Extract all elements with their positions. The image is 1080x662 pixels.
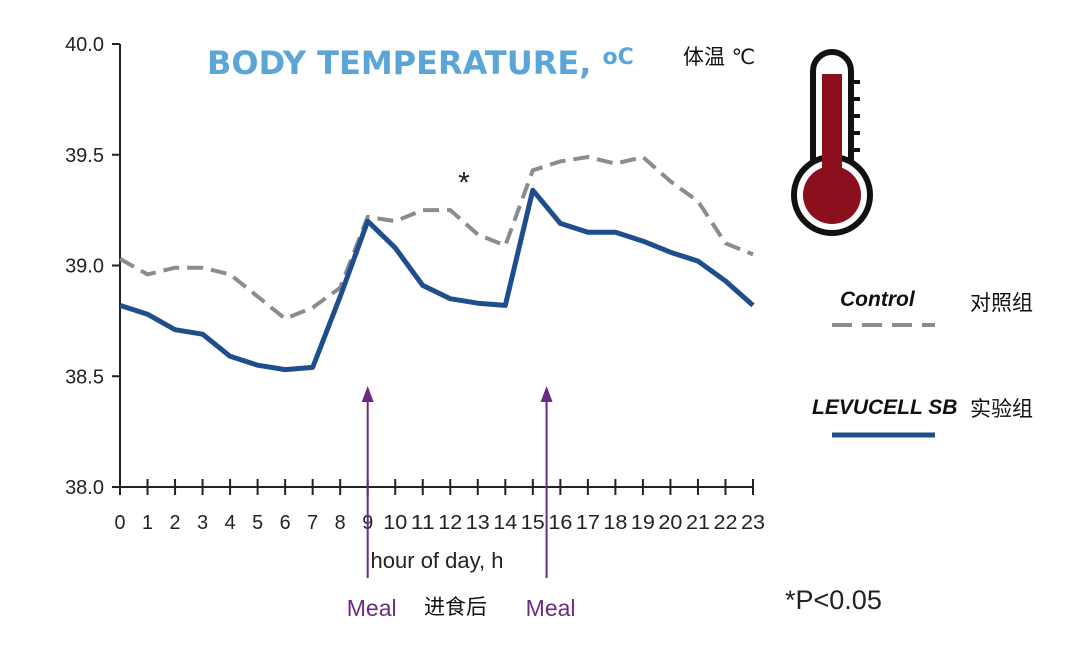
series-line-levucell xyxy=(119,187,755,373)
legend-label-control-cn: 对照组 xyxy=(970,291,1033,315)
legend-label-control: Control xyxy=(840,288,916,311)
chart-title: BODY TEMPERATURE, oC xyxy=(207,44,634,82)
significance-star: * xyxy=(458,166,470,199)
x-tick-label: 16 xyxy=(548,512,572,534)
y-ticks: 38.0 38.5 39.0 39.5 40.0 xyxy=(65,34,120,499)
x-tick-label: 14 xyxy=(493,512,517,534)
meal-annotations: Meal Meal xyxy=(347,386,576,621)
legend-label-levucell: LEVUCELL SB xyxy=(812,396,957,419)
x-tick-label: 4 xyxy=(225,512,236,534)
legend-label-levucell-cn: 实验组 xyxy=(970,397,1033,421)
legend: Control 对照组 LEVUCELL SB 实验组 xyxy=(812,288,1033,438)
x-tick-label: 22 xyxy=(713,512,737,534)
x-tick-label: 2 xyxy=(170,512,181,534)
thermometer-icon xyxy=(791,49,873,236)
x-tick-label: 5 xyxy=(252,512,263,534)
meal-arrow-head xyxy=(361,386,374,402)
x-tick-label: 3 xyxy=(197,512,208,534)
meal-label: Meal xyxy=(347,595,397,621)
x-tick-label: 19 xyxy=(631,512,655,534)
x-tick-label: 13 xyxy=(466,512,490,534)
x-tick-label: 11 xyxy=(411,512,435,534)
y-tick-label: 38.5 xyxy=(65,366,104,388)
series-line-control xyxy=(119,155,754,321)
significance-note: *P<0.05 xyxy=(785,585,882,615)
x-tick-label: 12 xyxy=(438,512,462,534)
meal-cn-label: 进食后 xyxy=(424,595,487,619)
x-tick-label: 23 xyxy=(741,512,765,534)
y-tick-label: 38.0 xyxy=(65,477,104,499)
x-tick-label: 10 xyxy=(383,512,407,534)
x-tick-label: 8 xyxy=(335,512,346,534)
x-axis-label: hour of day, h xyxy=(371,548,504,573)
x-tick-label: 7 xyxy=(307,512,318,534)
x-tick-label: 6 xyxy=(280,512,291,534)
meal-arrow-head xyxy=(540,386,553,402)
x-tick-label: 15 xyxy=(521,512,545,534)
x-tick-label: 18 xyxy=(603,512,627,534)
meal-label: Meal xyxy=(526,595,576,621)
y-tick-label: 40.0 xyxy=(65,34,104,56)
chart-title-unit: oC xyxy=(603,45,634,70)
y-tick-label: 39.0 xyxy=(65,256,104,278)
series-layer xyxy=(119,155,755,373)
x-tick-label: 17 xyxy=(576,512,600,534)
axes xyxy=(119,44,753,488)
y-tick-label: 39.5 xyxy=(65,145,104,167)
x-tick-label: 21 xyxy=(686,512,710,534)
x-tick-label: 20 xyxy=(658,512,682,534)
x-tick-label: 1 xyxy=(142,512,153,534)
x-ticks: 01234567891011121314151617181920212223 xyxy=(115,479,765,534)
chart-title-cn: 体温 ℃ xyxy=(683,45,755,69)
x-tick-label: 0 xyxy=(115,512,126,534)
